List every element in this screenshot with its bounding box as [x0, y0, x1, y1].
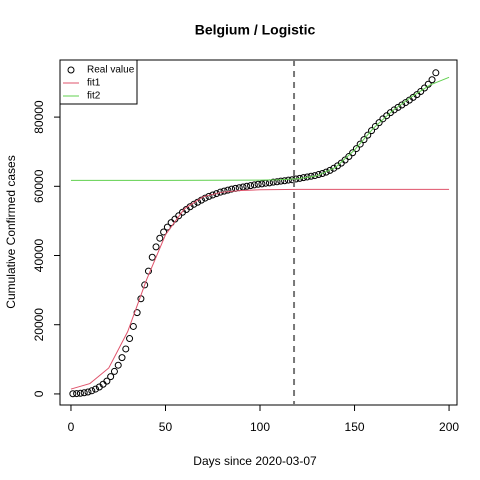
- legend-label: Real value: [87, 65, 135, 76]
- data-point: [107, 373, 115, 381]
- fit-line: [70, 76, 450, 181]
- data-point: [349, 149, 357, 157]
- data-point: [375, 119, 383, 127]
- data-point: [243, 182, 251, 190]
- data-point: [228, 185, 236, 193]
- data-point: [258, 180, 266, 188]
- y-tick-label: 80000: [32, 100, 46, 134]
- data-point: [160, 228, 168, 236]
- data-point: [315, 171, 323, 179]
- x-tick-label: 0: [68, 420, 75, 434]
- data-point: [352, 145, 360, 153]
- y-axis-label: Cumulative Confirmed cases: [4, 155, 18, 308]
- x-tick-label: 150: [345, 420, 365, 434]
- data-point: [398, 101, 406, 109]
- y-tick-label: 60000: [32, 169, 46, 203]
- data-point: [394, 103, 402, 111]
- data-point: [284, 176, 292, 184]
- data-point: [281, 177, 289, 185]
- data-point: [432, 69, 440, 77]
- data-point: [247, 182, 255, 190]
- data-point: [73, 390, 81, 398]
- data-point: [360, 136, 368, 144]
- data-point: [69, 390, 77, 398]
- data-point: [288, 176, 296, 184]
- data-point: [322, 168, 330, 176]
- data-point: [318, 170, 326, 178]
- data-point: [156, 234, 164, 242]
- data-point: [220, 187, 228, 195]
- data-point: [364, 131, 372, 139]
- data-point: [122, 345, 130, 353]
- plot-frame: [59, 59, 458, 406]
- legend-label: fit2: [87, 91, 101, 102]
- x-axis-label: Days since 2020-03-07: [193, 454, 317, 468]
- data-point: [356, 140, 364, 148]
- data-point: [345, 153, 353, 161]
- x-tick-label: 200: [439, 420, 459, 434]
- data-point: [326, 166, 334, 174]
- data-point: [152, 243, 160, 251]
- data-point: [148, 253, 156, 261]
- data-point: [110, 367, 118, 375]
- data-point: [201, 194, 209, 202]
- data-point: [417, 87, 425, 95]
- data-point: [341, 156, 349, 164]
- data-point: [114, 361, 122, 369]
- data-point: [420, 84, 428, 92]
- data-point: [126, 335, 134, 343]
- data-point: [250, 181, 258, 189]
- data-point: [330, 164, 338, 172]
- data-point: [390, 106, 398, 114]
- y-tick-label: 40000: [32, 239, 46, 273]
- fit-line: [70, 188, 450, 390]
- data-point: [402, 99, 410, 107]
- data-point: [118, 354, 126, 362]
- data-point: [103, 377, 111, 385]
- x-tick-label: 50: [159, 420, 173, 434]
- data-point: [84, 388, 92, 396]
- data-point: [428, 76, 436, 84]
- y-tick-label: 20000: [32, 308, 46, 342]
- legend-label: fit1: [87, 78, 101, 89]
- legend-symbol: [67, 66, 75, 74]
- data-point: [129, 322, 137, 330]
- data-point: [224, 186, 232, 194]
- data-point: [175, 212, 183, 220]
- data-point: [76, 389, 84, 397]
- data-point: [141, 281, 149, 289]
- data-point: [163, 223, 171, 231]
- chart-title: Belgium / Logistic: [195, 22, 316, 38]
- data-point: [371, 122, 379, 130]
- data-point: [80, 389, 88, 397]
- data-point: [368, 127, 376, 135]
- x-tick-label: 100: [250, 420, 270, 434]
- data-point: [88, 387, 96, 395]
- y-tick-label: 0: [32, 390, 46, 397]
- data-point: [273, 178, 281, 186]
- data-point: [269, 178, 277, 186]
- data-point: [92, 385, 100, 393]
- data-point: [277, 177, 285, 185]
- data-point: [213, 190, 221, 198]
- data-point: [254, 180, 262, 188]
